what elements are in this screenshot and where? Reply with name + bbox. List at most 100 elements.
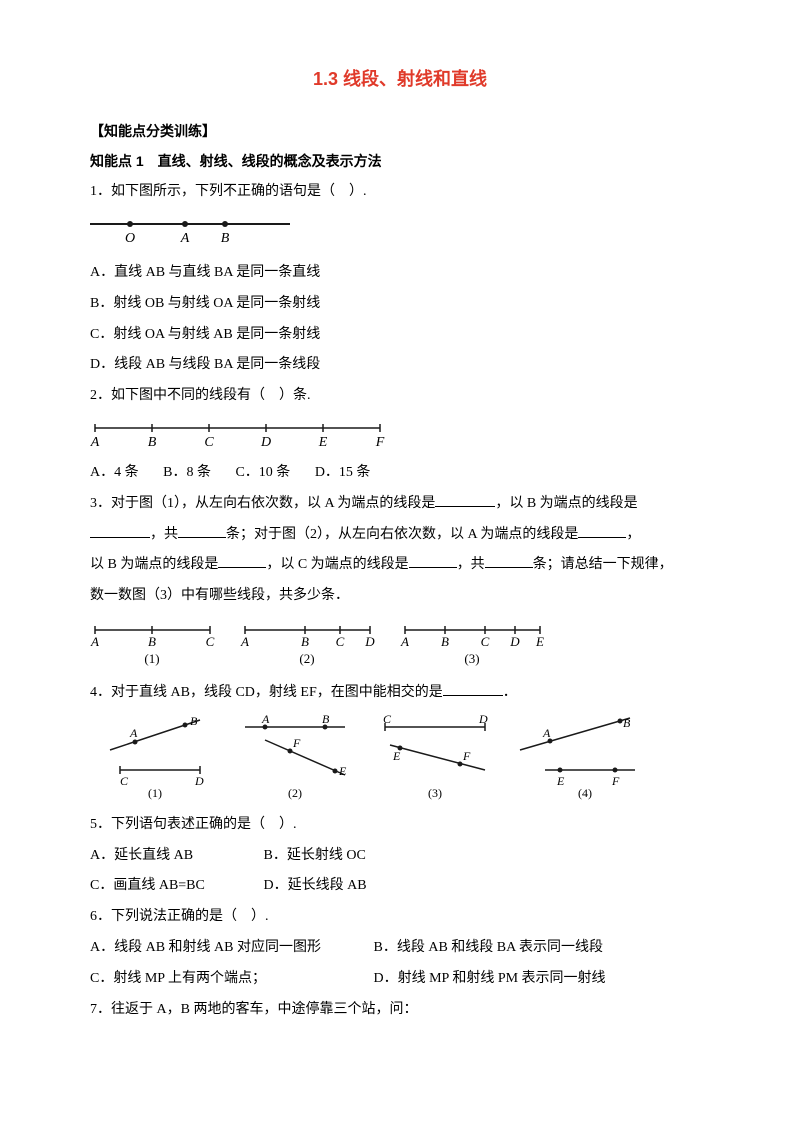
q3-p2b: 条；对于图（2），从左向右依次数，以 A 为端点的线段是 xyxy=(226,527,578,542)
q1-optC: C．射线 OA 与射线 AB 是同一条射线 xyxy=(90,320,710,351)
q2-F: F xyxy=(375,435,385,448)
category-heading: 【知能点分类训练】 xyxy=(90,116,710,147)
q3-blank4[interactable] xyxy=(578,523,626,538)
q2-D: D xyxy=(260,435,271,448)
svg-text:(3): (3) xyxy=(464,651,479,666)
q2-optD: D．15 条 xyxy=(315,458,371,489)
svg-text:F: F xyxy=(292,736,301,750)
q2-E: E xyxy=(318,435,328,448)
q6-stem: 6．下列说法正确的是（ ）. xyxy=(90,902,710,933)
q1-label-O: O xyxy=(125,231,135,246)
q3-p3d: 条；请总结一下规律， xyxy=(533,557,673,572)
svg-text:B: B xyxy=(301,634,309,649)
svg-text:(2): (2) xyxy=(299,651,314,666)
q3-blank5[interactable] xyxy=(218,553,266,568)
q3-p1a: 3．对于图（1），从左向右依次数，以 A 为端点的线段是 xyxy=(90,496,435,511)
q3-line1: 3．对于图（1），从左向右依次数，以 A 为端点的线段是 ，以 B 为端点的线段是 xyxy=(90,489,710,520)
q3-blank1[interactable] xyxy=(435,492,495,507)
svg-text:A: A xyxy=(542,726,551,740)
kp1-heading: 知能点 1 直线、射线、线段的概念及表示方法 xyxy=(90,146,710,177)
q3-blank3[interactable] xyxy=(178,523,226,538)
q1-optD: D．线段 AB 与线段 BA 是同一条线段 xyxy=(90,350,710,381)
svg-text:E: E xyxy=(556,774,565,788)
q3-line2: ，共 条；对于图（2），从左向右依次数，以 A 为端点的线段是 ， xyxy=(90,520,710,551)
q3-p1b: ，以 B 为端点的线段是 xyxy=(495,496,637,511)
q5-optA: A．延长直线 AB xyxy=(90,841,260,872)
svg-text:C: C xyxy=(481,634,490,649)
svg-text:B: B xyxy=(322,715,330,726)
q3-line4: 数一数图（3）中有哪些线段，共多少条． xyxy=(90,581,710,612)
q4-figure: A B C D (1) A B F E (2) xyxy=(90,715,710,804)
q1-optA: A．直线 AB 与直线 BA 是同一条直线 xyxy=(90,258,710,289)
q4-stem-a: 4．对于直线 AB，线段 CD，射线 EF，在图中能相交的是 xyxy=(90,685,443,700)
svg-text:A: A xyxy=(90,634,99,649)
q3-p3b: ，以 C 为端点的线段是 xyxy=(266,557,408,572)
q2-optA: A．4 条 xyxy=(90,458,139,489)
q2-stem: 2．如下图中不同的线段有（ ）条. xyxy=(90,381,710,412)
q5-row1: A．延长直线 AB B．延长射线 OC xyxy=(90,841,710,872)
svg-text:D: D xyxy=(478,715,488,726)
svg-text:B: B xyxy=(623,716,631,730)
q5-optB: B．延长射线 OC xyxy=(264,848,366,863)
svg-text:E: E xyxy=(535,634,544,649)
svg-text:D: D xyxy=(364,634,375,649)
q3-p2c: ， xyxy=(626,527,640,542)
q5-optD: D．延长线段 AB xyxy=(264,878,367,893)
q1-label-B: B xyxy=(221,231,230,246)
q3-p3c: ，共 xyxy=(457,557,485,572)
q3-p2a: ，共 xyxy=(150,527,178,542)
q2-A: A xyxy=(90,435,100,448)
svg-text:A: A xyxy=(400,634,409,649)
q7-stem: 7．往返于 A，B 两地的客车，中途停靠三个站，问： xyxy=(90,995,710,1026)
q6-row2: C．射线 MP 上有两个端点； D．射线 MP 和射线 PM 表示同一射线 xyxy=(90,964,710,995)
q5-optC: C．画直线 AB=BC xyxy=(90,871,260,902)
svg-text:(1): (1) xyxy=(148,786,162,800)
q2-optC: C．10 条 xyxy=(235,458,290,489)
svg-text:F: F xyxy=(462,749,471,763)
svg-text:B: B xyxy=(190,715,198,728)
q3-p3a: 以 B 为端点的线段是 xyxy=(90,557,218,572)
svg-text:B: B xyxy=(441,634,449,649)
svg-text:E: E xyxy=(392,749,401,763)
svg-text:(3): (3) xyxy=(428,786,442,800)
q5-row2: C．画直线 AB=BC D．延长线段 AB xyxy=(90,871,710,902)
svg-text:C: C xyxy=(120,774,129,788)
svg-text:A: A xyxy=(129,726,138,740)
q2-figure: A B C D E F xyxy=(90,418,710,452)
q4-stem: 4．对于直线 AB，线段 CD，射线 EF，在图中能相交的是 ． xyxy=(90,678,710,709)
svg-text:B: B xyxy=(148,634,156,649)
q5-stem: 5．下列语句表述正确的是（ ）. xyxy=(90,810,710,841)
q4-stem-b: ． xyxy=(503,685,517,700)
svg-text:C: C xyxy=(383,715,392,726)
q4-blank[interactable] xyxy=(443,681,503,696)
q3-blank6[interactable] xyxy=(409,553,457,568)
svg-text:A: A xyxy=(261,715,270,726)
q1-optB: B．射线 OB 与射线 OA 是同一条射线 xyxy=(90,289,710,320)
q6-optA: A．线段 AB 和射线 AB 对应同一图形 xyxy=(90,933,370,964)
q2-options: A．4 条 B．8 条 C．10 条 D．15 条 xyxy=(90,458,710,489)
q2-B: B xyxy=(148,435,157,448)
svg-text:A: A xyxy=(240,634,249,649)
q1-label-A: A xyxy=(180,231,190,246)
q1-stem: 1．如下图所示，下列不正确的语句是（ ）. xyxy=(90,177,710,208)
svg-text:C: C xyxy=(206,634,215,649)
svg-text:(2): (2) xyxy=(288,786,302,800)
svg-text:(4): (4) xyxy=(578,786,592,800)
q6-optD: D．射线 MP 和射线 PM 表示同一射线 xyxy=(374,971,606,986)
q6-optC: C．射线 MP 上有两个端点； xyxy=(90,964,370,995)
q2-C: C xyxy=(204,435,214,448)
svg-text:D: D xyxy=(509,634,520,649)
page-title: 1.3 线段、射线和直线 xyxy=(90,60,710,100)
q6-optB: B．线段 AB 和线段 BA 表示同一线段 xyxy=(374,940,603,955)
svg-text:E: E xyxy=(338,764,347,778)
svg-text:(1): (1) xyxy=(144,651,159,666)
q3-blank7[interactable] xyxy=(485,553,533,568)
q3-line3: 以 B 为端点的线段是 ，以 C 为端点的线段是 ，共 条；请总结一下规律， xyxy=(90,550,710,581)
svg-text:D: D xyxy=(194,774,204,788)
q3-blank2[interactable] xyxy=(90,523,150,538)
q1-figure: O A B xyxy=(90,214,710,252)
q3-figures: A B C (1) A B C D (2) xyxy=(90,618,710,672)
svg-text:F: F xyxy=(611,774,620,788)
q6-row1: A．线段 AB 和射线 AB 对应同一图形 B．线段 AB 和线段 BA 表示同… xyxy=(90,933,710,964)
svg-text:C: C xyxy=(336,634,345,649)
